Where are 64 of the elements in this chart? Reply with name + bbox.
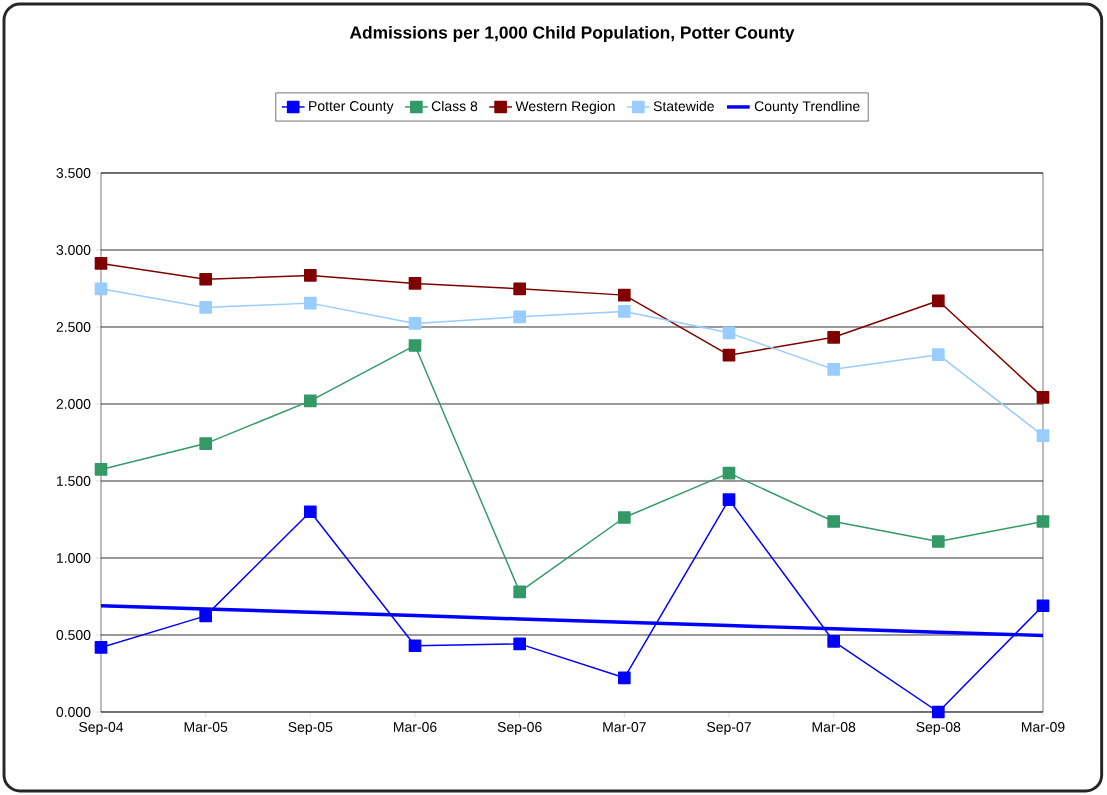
y-tick-label: 3.500	[56, 168, 91, 178]
point	[827, 634, 840, 648]
point	[199, 272, 213, 286]
point	[408, 317, 422, 330]
legend-label: Class 8	[431, 100, 478, 112]
point	[722, 466, 736, 480]
point	[408, 277, 422, 290]
point	[1036, 429, 1050, 442]
legend-label: Potter County	[309, 101, 394, 114]
point	[1036, 515, 1050, 528]
point	[94, 463, 108, 476]
y-tick-label: 2.000	[56, 399, 91, 409]
point	[931, 705, 945, 719]
point	[408, 639, 422, 653]
point	[931, 294, 945, 308]
point	[199, 609, 213, 623]
point	[303, 269, 317, 282]
x-tick-label: Sep-08	[916, 722, 961, 735]
point	[617, 288, 631, 302]
legend-label: Western Region	[515, 100, 615, 114]
point	[513, 282, 527, 296]
point	[722, 326, 736, 340]
point	[722, 493, 736, 506]
y-tick-label: 1.000	[57, 553, 91, 563]
y-tick-label: 0.500	[56, 630, 91, 640]
point	[513, 637, 527, 651]
x-tick-label: Mar-05	[184, 722, 228, 732]
point	[617, 671, 631, 685]
x-tick-label: Sep-07	[707, 722, 751, 735]
point	[513, 585, 527, 599]
point	[94, 282, 108, 296]
point	[827, 363, 840, 376]
point	[94, 257, 108, 270]
point	[827, 515, 840, 528]
x-tick-label: Sep-04	[79, 722, 124, 735]
point	[1036, 599, 1050, 613]
point	[931, 348, 945, 362]
x-tick-label: Mar-09	[1021, 722, 1065, 732]
point	[303, 296, 317, 310]
point	[94, 641, 108, 654]
chart-title: Admissions per 1,000 Child Population, Potter County	[349, 25, 795, 43]
y-tick-label: 2.500	[56, 322, 91, 332]
y-tick-label: 1.500	[57, 476, 91, 486]
point	[303, 505, 317, 519]
point	[827, 330, 840, 344]
point	[931, 535, 945, 548]
legend-label: Statewide	[653, 100, 714, 112]
point	[513, 310, 527, 324]
legend-label: County Trendline	[754, 100, 860, 114]
point	[199, 301, 213, 314]
point	[408, 339, 422, 352]
x-tick-label: Mar-06	[393, 722, 437, 732]
point	[617, 305, 631, 318]
x-tick-label: Sep-05	[288, 722, 333, 735]
x-tick-label: Mar-07	[603, 722, 646, 732]
x-tick-label: Sep-06	[497, 722, 542, 735]
y-tick-label: 0.000	[56, 707, 91, 717]
point	[303, 394, 317, 408]
point	[1036, 391, 1050, 404]
x-tick-label: Mar-08	[812, 722, 856, 732]
point	[617, 511, 631, 524]
point	[199, 437, 213, 450]
point	[722, 348, 736, 362]
y-tick-label: 3.000	[56, 245, 91, 255]
